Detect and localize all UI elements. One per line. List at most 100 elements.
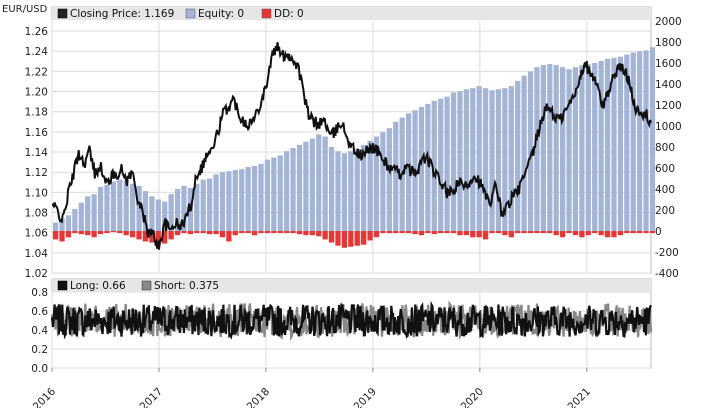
equity-bar: [438, 98, 444, 231]
equity-bar: [566, 69, 572, 231]
dd-bar: [200, 231, 206, 234]
dd-bar: [399, 231, 405, 234]
legend-label-short: Short: 0.375: [154, 280, 219, 292]
equity-bar: [232, 170, 238, 231]
equity-bar: [553, 65, 559, 231]
bottom-left-tick-label: 0.6: [31, 306, 48, 318]
dd-bar: [495, 231, 502, 234]
equity-bar: [303, 141, 309, 231]
left-tick-label: 1.12: [25, 167, 48, 179]
dd-bar: [611, 231, 617, 238]
equity-bar: [316, 134, 322, 231]
legend-label-equity: Equity: 0: [198, 8, 244, 20]
legend-swatch-long: [57, 280, 68, 291]
dd-bar: [649, 231, 656, 234]
right-tick-label: 1200: [655, 100, 682, 112]
dd-bar: [271, 231, 277, 234]
dd-bar: [405, 231, 412, 234]
right-tick-label: 0: [655, 226, 662, 238]
dd-bar: [553, 231, 559, 236]
dd-bar: [463, 231, 469, 236]
equity-bar: [136, 185, 142, 231]
x-tick-label: 2016: [31, 385, 59, 408]
equity-bar: [354, 149, 360, 231]
x-tick-label: 2020: [459, 386, 486, 408]
dd-bar: [579, 231, 585, 238]
left-tick-label: 1.16: [25, 127, 49, 139]
equity-bar: [592, 63, 598, 231]
dd-bar: [213, 231, 219, 235]
dd-bar: [91, 231, 97, 238]
equity-bar: [296, 144, 303, 231]
equity-bar: [91, 194, 97, 231]
dd-bar: [585, 231, 591, 236]
equity-bar: [611, 57, 617, 231]
equity-bar: [560, 67, 566, 231]
left-axis-label: EUR/USD: [2, 4, 48, 15]
equity-bar: [534, 67, 540, 231]
x-tick-label: 2021: [566, 386, 593, 408]
equity-bar: [72, 208, 78, 231]
equity-bar: [502, 88, 508, 231]
dd-bar: [65, 231, 72, 238]
dd-bar: [547, 231, 553, 234]
equity-bar: [495, 89, 502, 231]
dd-bar: [431, 231, 437, 235]
dd-bar: [418, 231, 425, 236]
dd-bar: [239, 231, 245, 234]
right-tick-label: 1400: [655, 79, 682, 91]
dd-bar: [335, 231, 341, 246]
equity-dd-bars: [53, 47, 656, 248]
equity-bar: [540, 65, 546, 231]
dd-bar: [521, 231, 527, 234]
dd-bar: [277, 231, 283, 234]
equity-bar: [219, 172, 226, 231]
equity-bar: [482, 88, 489, 231]
top-panel: 1.02 1.04 1.06 1.08 1.10 1.12 1.14 1.16 1.18 1.20…: [2, 4, 682, 280]
dd-bar: [328, 231, 335, 243]
equity-bar: [226, 171, 232, 231]
equity-bar: [476, 86, 482, 231]
equity-bar: [65, 215, 72, 231]
legend-label-long: Long: 0.66: [70, 280, 126, 292]
dd-bar: [604, 231, 611, 238]
equity-bar: [405, 113, 412, 231]
dd-bar: [251, 231, 258, 236]
equity-bar: [149, 196, 155, 231]
bottom-left-tick-label: 0.8: [31, 287, 48, 299]
dd-bar: [59, 231, 65, 242]
equity-bar: [470, 88, 476, 231]
dd-bar: [425, 231, 431, 234]
dd-bar: [149, 231, 155, 243]
dd-bar: [85, 231, 91, 236]
right-tick-label: 600: [655, 163, 675, 175]
dd-bar: [162, 231, 168, 244]
equity-bar: [649, 47, 656, 231]
x-tick-label: 2017: [138, 386, 165, 408]
left-tick-label: 1.08: [25, 208, 48, 220]
legend-label-price: Closing Price: 1.169: [70, 8, 174, 20]
equity-bar: [239, 169, 245, 231]
equity-bar: [155, 199, 161, 231]
dd-bar: [380, 231, 386, 234]
equity-bar: [457, 91, 463, 231]
dd-bar: [476, 231, 482, 238]
equity-bar: [521, 75, 527, 231]
equity-bar: [290, 148, 296, 231]
dd-bar: [142, 231, 149, 242]
equity-bar: [547, 64, 553, 231]
equity-bar: [624, 54, 630, 231]
equity-bar: [444, 96, 450, 231]
equity-bar: [508, 86, 514, 231]
left-tick-label: 1.06: [25, 228, 49, 240]
equity-bar: [258, 163, 264, 231]
dd-bar: [226, 231, 232, 242]
left-tick-label: 1.26: [25, 26, 49, 38]
equity-bar: [264, 159, 271, 231]
dd-bar: [354, 231, 360, 246]
top-legend: Closing Price: 1.169 Equity: 0 DD: 0: [57, 8, 304, 20]
right-axis-ticks: -400 -200 0 200 400 600 800 1000 1200 1400 1600 180…: [655, 16, 682, 280]
dd-bar: [174, 231, 181, 236]
dd-bar: [155, 231, 161, 245]
